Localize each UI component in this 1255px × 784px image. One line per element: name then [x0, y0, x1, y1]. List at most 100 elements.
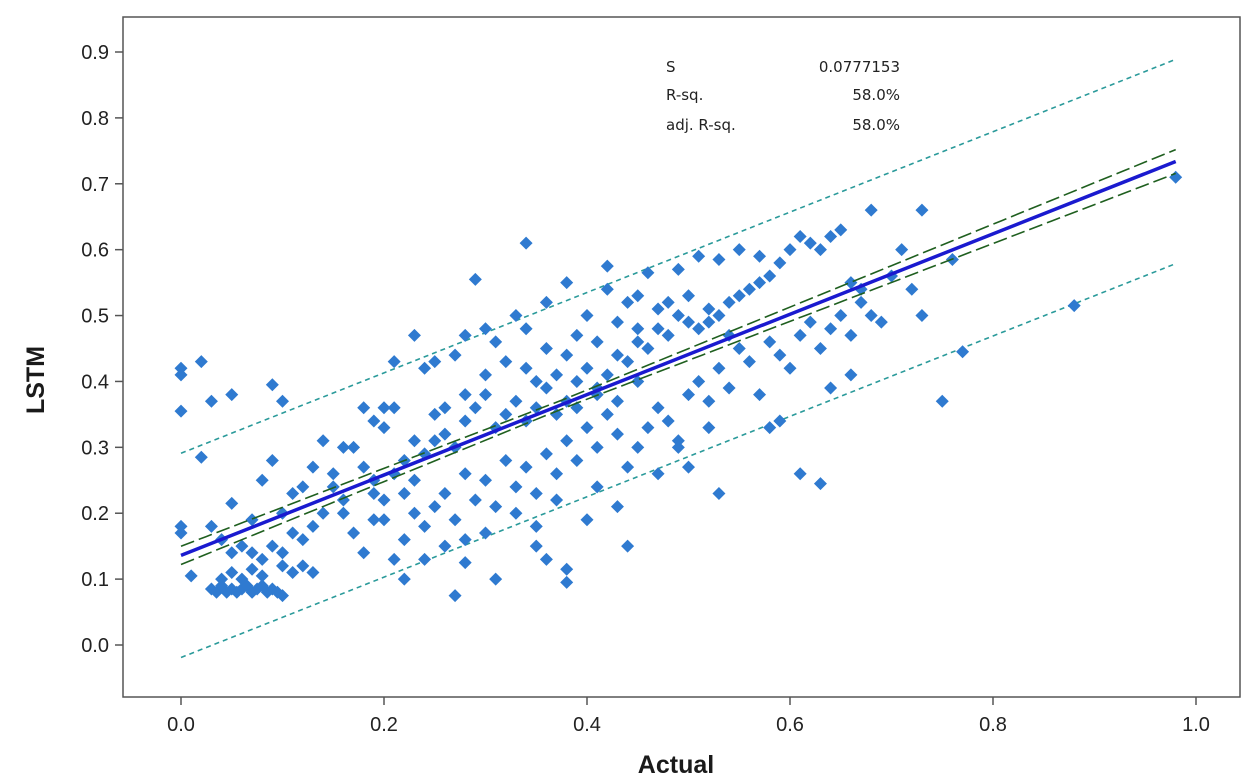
data-point	[174, 519, 188, 533]
data-point	[174, 404, 188, 418]
data-point	[225, 546, 239, 560]
data-point	[336, 506, 350, 520]
data-point	[692, 322, 706, 336]
data-point	[560, 348, 574, 362]
data-point	[773, 256, 787, 270]
data-point	[428, 355, 442, 369]
data-point	[367, 513, 381, 527]
y-axis: 0.0 0.1 0.2 0.3 0.4 0.5 0.6 0.7 0.8 0.9	[81, 42, 123, 657]
data-point	[367, 414, 381, 428]
data-point	[813, 243, 827, 257]
fitted-line	[180, 159, 1177, 558]
data-point	[377, 421, 391, 435]
data-point	[610, 427, 624, 441]
y-tick-label: 0.9	[81, 42, 109, 64]
data-point	[763, 421, 777, 435]
data-point	[245, 546, 259, 560]
data-point	[641, 421, 655, 435]
data-point	[753, 249, 767, 263]
data-point	[539, 447, 553, 461]
data-point	[732, 243, 746, 257]
data-point	[509, 394, 523, 408]
data-point	[570, 374, 584, 388]
stat-rsq-label: R-sq.	[666, 86, 703, 104]
data-point	[671, 434, 685, 448]
data-point	[773, 348, 787, 362]
data-point	[610, 315, 624, 329]
data-point	[560, 434, 574, 448]
data-point	[651, 467, 665, 481]
data-point	[377, 493, 391, 507]
data-point	[286, 486, 300, 500]
data-point	[753, 276, 767, 290]
data-point	[682, 460, 695, 474]
stat-adjrsq-label: adj. R-sq.	[666, 116, 736, 134]
upper-prediction-line	[180, 58, 1176, 455]
data-point	[661, 414, 675, 428]
data-point	[803, 236, 817, 250]
data-point	[641, 342, 655, 355]
prediction-interval-lines	[180, 58, 1176, 659]
data-point	[529, 401, 543, 415]
data-point	[529, 539, 543, 553]
data-point	[479, 322, 492, 336]
data-point	[600, 282, 614, 296]
data-point	[448, 589, 462, 603]
data-point	[387, 355, 401, 369]
data-point	[661, 328, 675, 342]
data-point	[692, 249, 706, 263]
data-point	[438, 486, 452, 500]
data-point	[844, 276, 858, 290]
x-axis-label: Actual	[638, 751, 714, 779]
data-point	[509, 309, 523, 323]
data-point	[428, 407, 442, 421]
data-point	[864, 203, 878, 217]
data-point	[174, 368, 188, 382]
data-point	[499, 407, 513, 421]
data-point	[621, 295, 635, 309]
data-point	[499, 454, 513, 468]
data-point	[854, 295, 868, 309]
data-point	[712, 253, 726, 267]
data-point	[407, 506, 421, 520]
data-point	[935, 394, 949, 408]
data-point	[438, 539, 452, 553]
data-point	[915, 309, 929, 323]
data-point	[276, 394, 289, 408]
data-point	[397, 533, 411, 547]
data-point	[956, 345, 970, 359]
data-point	[651, 401, 665, 415]
data-point	[610, 394, 624, 408]
data-point	[428, 434, 442, 448]
data-point	[753, 388, 767, 402]
data-point	[671, 309, 685, 323]
lower-confidence-line	[180, 172, 1176, 566]
data-point	[265, 378, 279, 392]
data-point	[702, 302, 716, 316]
data-point	[519, 361, 533, 375]
data-point	[479, 368, 492, 382]
data-point	[418, 552, 432, 566]
data-point	[834, 223, 848, 237]
data-point	[458, 533, 472, 547]
stat-rsq-value: 58.0%	[852, 86, 900, 104]
data-point	[347, 526, 361, 540]
data-point	[296, 559, 310, 573]
data-point	[347, 440, 361, 454]
data-point	[296, 533, 310, 547]
data-point	[692, 374, 706, 388]
data-point	[580, 361, 594, 375]
y-tick-label: 0.4	[81, 371, 109, 393]
x-tick-label: 0.0	[167, 714, 195, 736]
data-point	[529, 486, 543, 500]
data-point	[560, 562, 574, 576]
data-point	[276, 559, 289, 573]
data-point	[844, 368, 858, 382]
data-point	[377, 513, 391, 527]
data-point	[742, 355, 756, 369]
data-point	[296, 480, 310, 494]
data-point	[651, 302, 665, 316]
data-point	[550, 467, 564, 481]
data-point	[732, 342, 746, 355]
